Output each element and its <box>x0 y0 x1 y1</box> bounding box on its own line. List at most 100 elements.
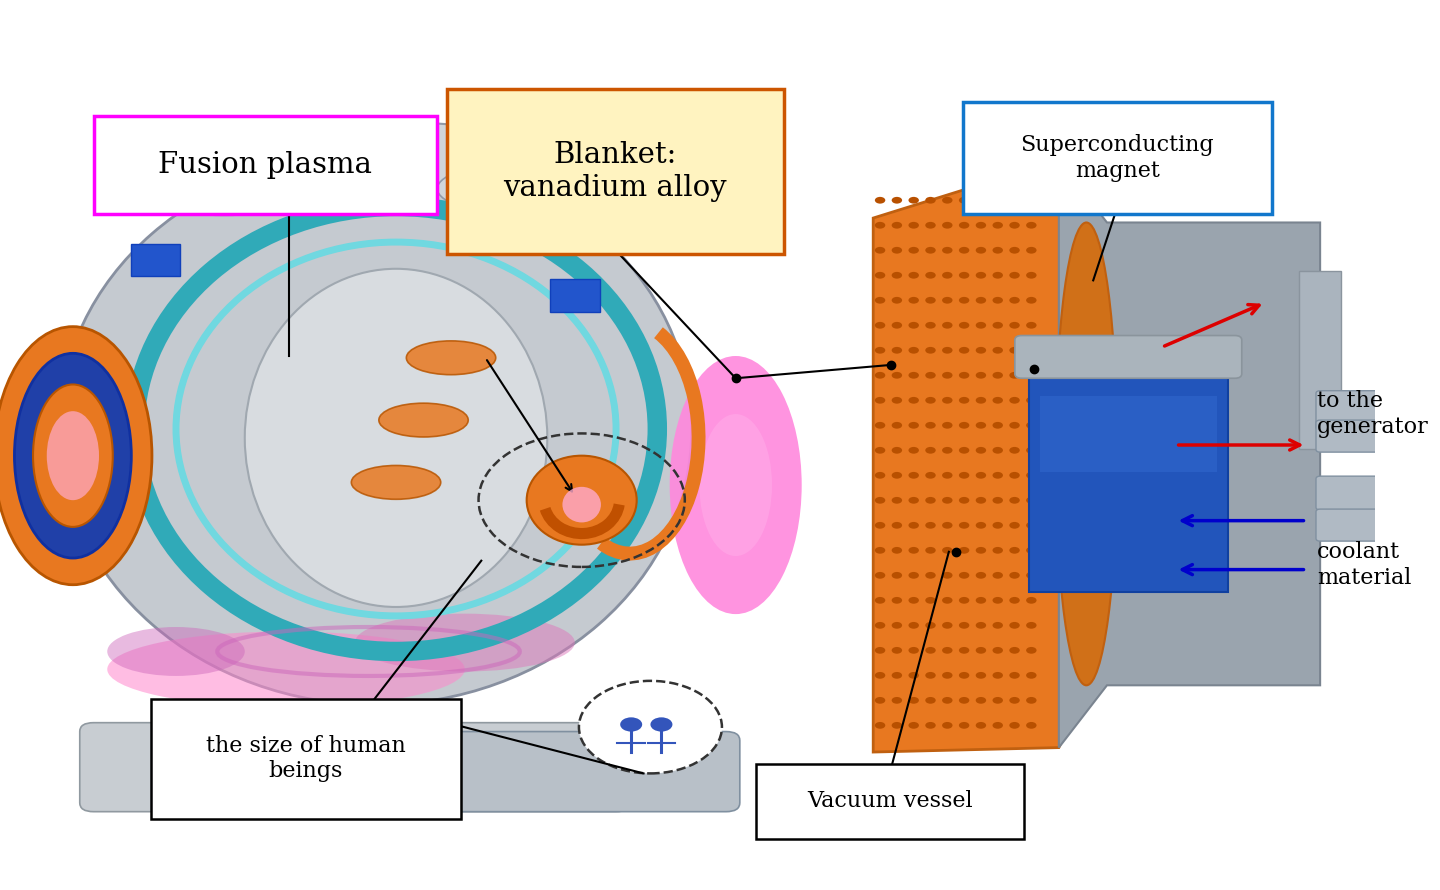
Circle shape <box>1009 697 1020 704</box>
Circle shape <box>926 572 936 578</box>
Circle shape <box>909 522 919 529</box>
Circle shape <box>992 297 1002 303</box>
Circle shape <box>959 497 969 504</box>
Circle shape <box>1009 297 1020 303</box>
Circle shape <box>876 497 886 504</box>
Circle shape <box>909 397 919 404</box>
Circle shape <box>959 622 969 628</box>
Circle shape <box>959 672 969 679</box>
Ellipse shape <box>168 122 582 193</box>
Circle shape <box>976 722 986 729</box>
Circle shape <box>876 647 886 654</box>
Circle shape <box>926 522 936 529</box>
Circle shape <box>992 697 1002 704</box>
Circle shape <box>1027 197 1037 204</box>
Circle shape <box>942 271 952 279</box>
Circle shape <box>1027 672 1037 679</box>
Circle shape <box>876 447 886 454</box>
Circle shape <box>1009 547 1020 554</box>
Circle shape <box>942 572 952 578</box>
Circle shape <box>976 222 986 229</box>
Circle shape <box>891 647 901 654</box>
Circle shape <box>976 447 986 454</box>
Circle shape <box>976 697 986 704</box>
Circle shape <box>909 347 919 353</box>
Circle shape <box>926 672 936 679</box>
Circle shape <box>942 347 952 353</box>
Circle shape <box>909 322 919 328</box>
Circle shape <box>959 222 969 229</box>
Bar <box>550 279 599 311</box>
Circle shape <box>909 372 919 378</box>
Circle shape <box>909 722 919 729</box>
Circle shape <box>1027 647 1037 654</box>
Circle shape <box>942 697 952 704</box>
Circle shape <box>992 572 1002 578</box>
Circle shape <box>891 397 901 404</box>
Circle shape <box>976 522 986 529</box>
Ellipse shape <box>46 411 99 500</box>
Circle shape <box>942 297 952 303</box>
Circle shape <box>992 322 1002 328</box>
Circle shape <box>926 322 936 328</box>
Circle shape <box>926 647 936 654</box>
Ellipse shape <box>379 403 468 437</box>
Circle shape <box>959 547 969 554</box>
Circle shape <box>909 422 919 429</box>
Circle shape <box>926 222 936 229</box>
Circle shape <box>1009 197 1020 204</box>
Circle shape <box>959 422 969 429</box>
Circle shape <box>1027 397 1037 404</box>
Circle shape <box>1027 271 1037 279</box>
Circle shape <box>976 672 986 679</box>
Circle shape <box>959 572 969 578</box>
Ellipse shape <box>14 353 131 558</box>
Circle shape <box>959 472 969 479</box>
Circle shape <box>926 622 936 628</box>
FancyBboxPatch shape <box>962 102 1272 214</box>
Circle shape <box>1027 422 1037 429</box>
Circle shape <box>909 247 919 254</box>
Circle shape <box>942 447 952 454</box>
Circle shape <box>942 422 952 429</box>
Circle shape <box>1027 497 1037 504</box>
Circle shape <box>976 322 986 328</box>
Circle shape <box>1009 597 1020 603</box>
Circle shape <box>1009 622 1020 628</box>
Circle shape <box>942 522 952 529</box>
Circle shape <box>992 472 1002 479</box>
Circle shape <box>891 572 901 578</box>
Circle shape <box>959 397 969 404</box>
Circle shape <box>942 647 952 654</box>
Circle shape <box>942 372 952 378</box>
Circle shape <box>1027 447 1037 454</box>
Bar <box>1028 374 1228 592</box>
Circle shape <box>876 271 886 279</box>
FancyBboxPatch shape <box>1316 476 1404 510</box>
Circle shape <box>891 522 901 529</box>
Circle shape <box>926 447 936 454</box>
Circle shape <box>909 597 919 603</box>
Circle shape <box>891 247 901 254</box>
Circle shape <box>959 722 969 729</box>
Circle shape <box>976 297 986 303</box>
Circle shape <box>876 672 886 679</box>
Ellipse shape <box>527 456 636 545</box>
Circle shape <box>579 681 721 773</box>
Circle shape <box>959 647 969 654</box>
Circle shape <box>976 472 986 479</box>
Circle shape <box>959 271 969 279</box>
Circle shape <box>621 717 642 732</box>
Circle shape <box>1027 697 1037 704</box>
Circle shape <box>942 672 952 679</box>
Ellipse shape <box>245 269 547 607</box>
Circle shape <box>891 322 901 328</box>
Circle shape <box>992 347 1002 353</box>
Ellipse shape <box>670 356 802 614</box>
Circle shape <box>876 397 886 404</box>
Circle shape <box>1009 447 1020 454</box>
Circle shape <box>909 472 919 479</box>
Circle shape <box>1027 472 1037 479</box>
Circle shape <box>942 322 952 328</box>
Circle shape <box>926 422 936 429</box>
